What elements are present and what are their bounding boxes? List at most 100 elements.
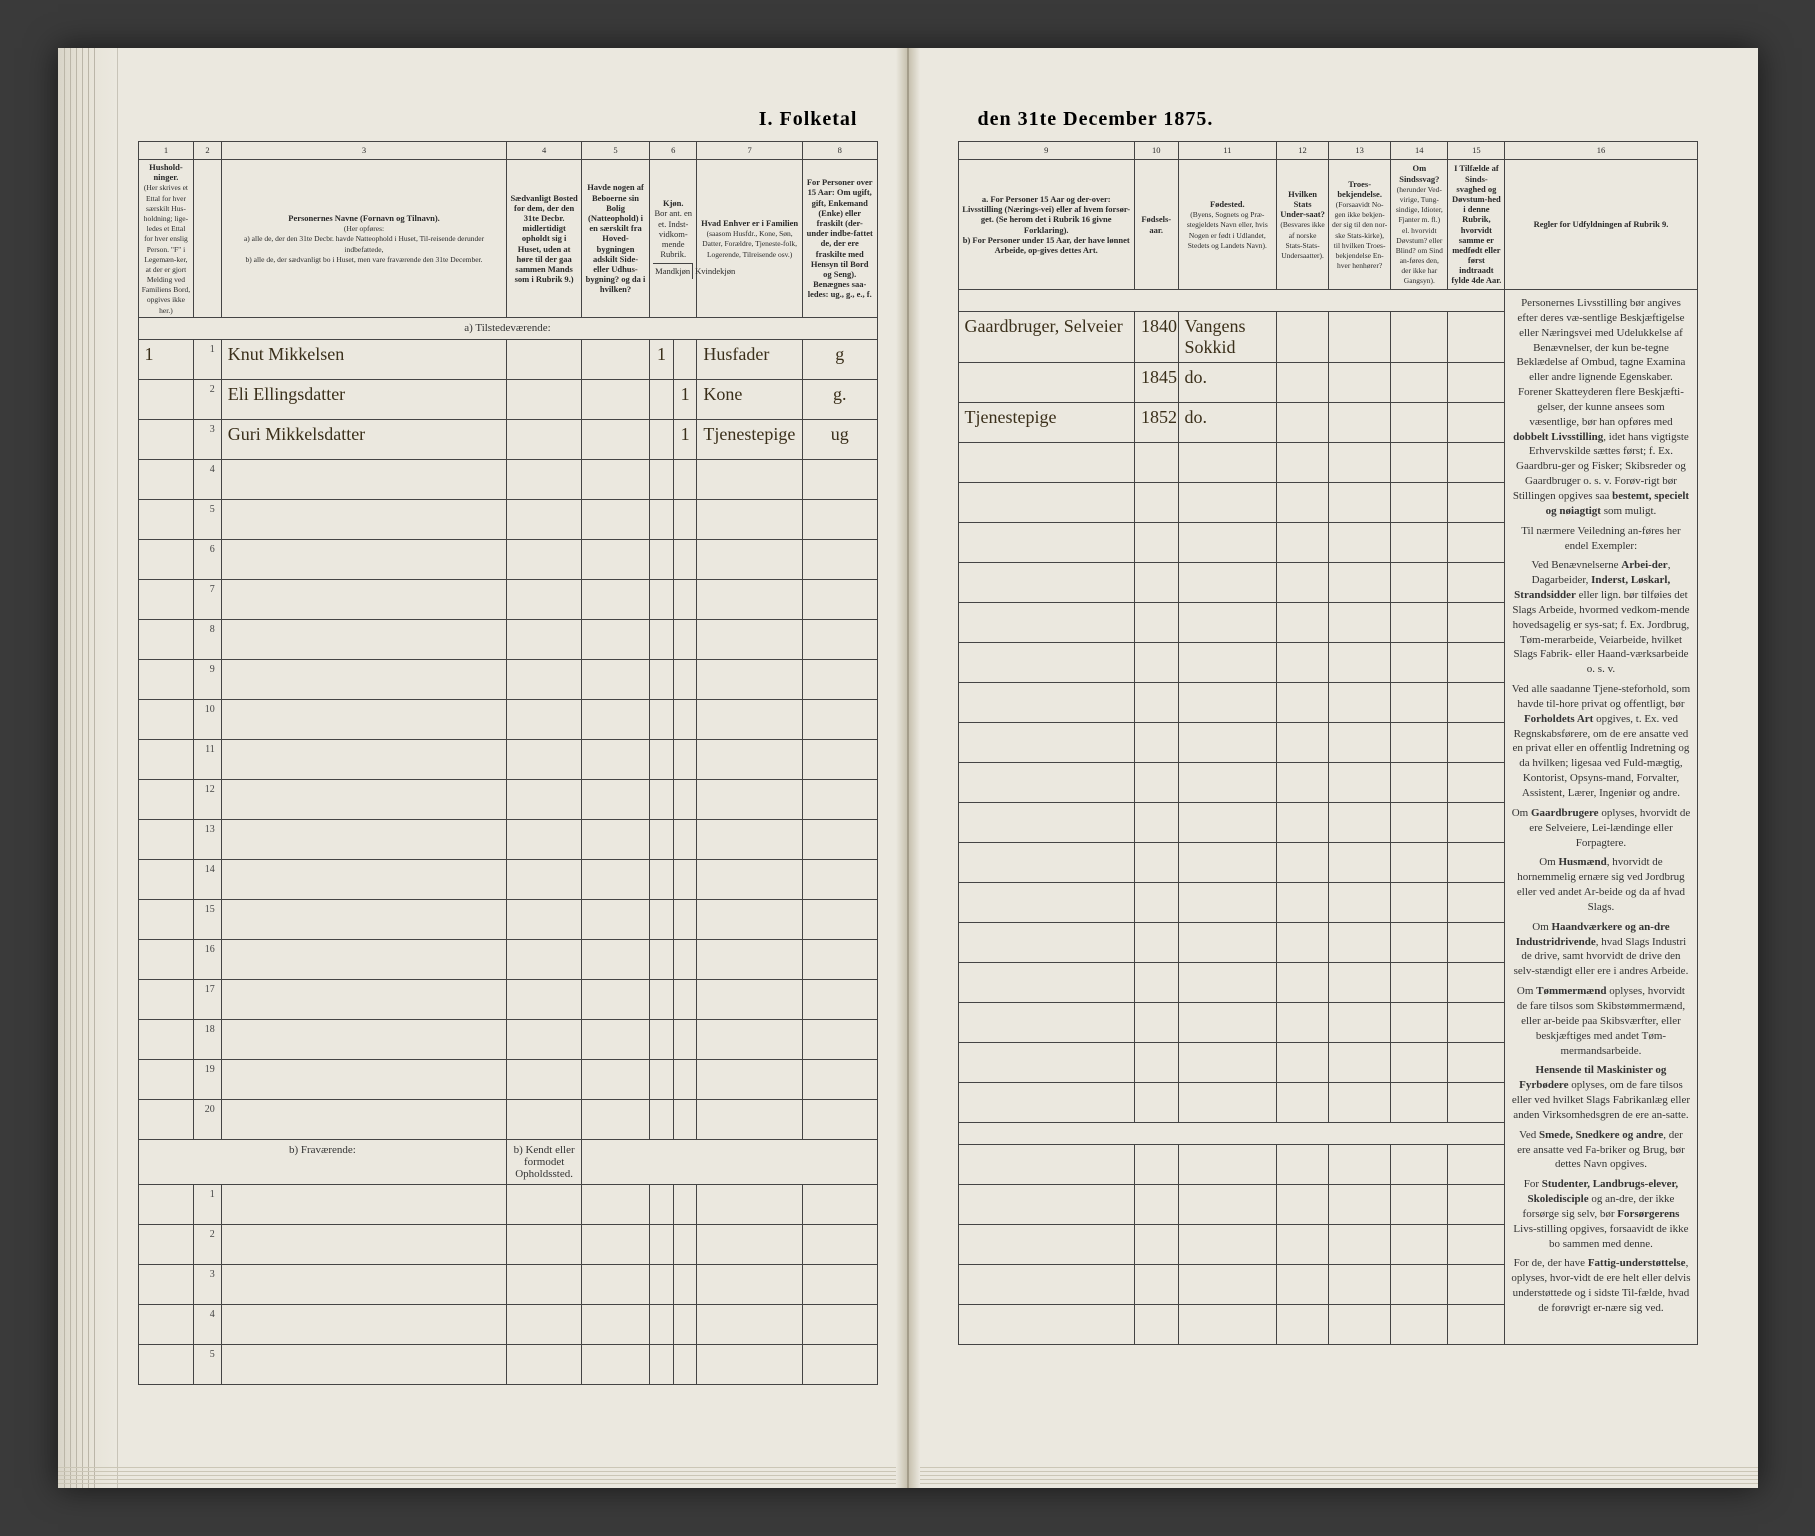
col-head-3: Personernes Navne (Fornavn og Tilnavn).(…: [221, 160, 507, 318]
row-number: 7: [194, 579, 221, 619]
row-number: 6: [194, 539, 221, 579]
table-row: 10: [138, 699, 877, 739]
col-num-3: 3: [221, 142, 507, 160]
table-row: 4: [138, 1304, 877, 1344]
sex-m: [650, 379, 674, 419]
table-row: 3Guri Mikkelsdatter1Tjenestepigeug: [138, 419, 877, 459]
col-num-6: 6: [650, 142, 697, 160]
table-row: 18: [138, 1019, 877, 1059]
row-number: 4: [194, 1304, 221, 1344]
row-number: 12: [194, 779, 221, 819]
person-name: Knut Mikkelsen: [221, 339, 507, 379]
col-num-8: 8: [802, 142, 877, 160]
col-head-7: Hvad Enhver er i Familien(saasom Husfdr.…: [697, 160, 803, 318]
col-num-12: 12: [1277, 142, 1329, 160]
row-number: 1: [194, 1184, 221, 1224]
row-number: 8: [194, 619, 221, 659]
row-number: 20: [194, 1099, 221, 1139]
table-row: 16: [138, 939, 877, 979]
table-row: 2: [138, 1224, 877, 1264]
birth-year: 1845: [1134, 363, 1178, 403]
birthplace: do.: [1178, 363, 1277, 403]
col-head-5: Havde nogen af Beboerne sin Bolig (Natte…: [581, 160, 649, 318]
table-row: 20: [138, 1099, 877, 1139]
table-row: 14: [138, 859, 877, 899]
row-number: 14: [194, 859, 221, 899]
col-head-4: Sædvanligt Bosted for dem, der den 31te …: [507, 160, 582, 318]
col-head-10: Fødsels-aar.: [1134, 160, 1178, 290]
table-row: 12: [138, 779, 877, 819]
col-num-7: 7: [697, 142, 803, 160]
row-number: 16: [194, 939, 221, 979]
table-row: 8: [138, 619, 877, 659]
col-head-8: For Personer over 15 Aar: Om ugift, gift…: [802, 160, 877, 318]
row-number: 2: [194, 379, 221, 419]
birthplace: Vangens Sokkid: [1178, 312, 1277, 363]
census-table-left: 12345678 Hushold-ninger.(Her skrives et …: [138, 141, 878, 1385]
sex-f: [673, 339, 697, 379]
birth-year: 1852: [1134, 403, 1178, 443]
right-page: den 31te December 1875. 910111213141516 …: [918, 48, 1758, 1488]
birth-year: 1840: [1134, 312, 1178, 363]
sex-f: 1: [673, 379, 697, 419]
row-number: 11: [194, 739, 221, 779]
household-num: [138, 419, 194, 459]
col-num-15: 15: [1448, 142, 1505, 160]
section-b-label: b) Fraværende:b) Kendt eller formodet Op…: [138, 1139, 877, 1184]
row-number: 1: [194, 339, 221, 379]
table-row: 3: [138, 1264, 877, 1304]
col-num-13: 13: [1329, 142, 1391, 160]
col-num-4: 4: [507, 142, 582, 160]
row-number: 10: [194, 699, 221, 739]
row-number: 4: [194, 459, 221, 499]
left-page: I. Folketal 12345678 Hushold-ninger.(Her…: [58, 48, 918, 1488]
row-number: 5: [194, 1344, 221, 1384]
family-role: Kone: [697, 379, 803, 419]
row-number: 3: [194, 419, 221, 459]
col-head-2: [194, 160, 221, 318]
row-number: 3: [194, 1264, 221, 1304]
occupation: Tjenestepige: [958, 403, 1134, 443]
census-ledger: I. Folketal 12345678 Hushold-ninger.(Her…: [58, 48, 1758, 1488]
household-num: 1: [138, 339, 194, 379]
table-row: 7: [138, 579, 877, 619]
table-row: 6: [138, 539, 877, 579]
sex-m: [650, 419, 674, 459]
table-row: 5: [138, 1344, 877, 1384]
col-num-16: 16: [1505, 142, 1697, 160]
family-role: Husfader: [697, 339, 803, 379]
family-role: Tjenestepige: [697, 419, 803, 459]
table-row: 11: [138, 739, 877, 779]
col-head-13: Troes-bekjendelse.(Forsaavidt No-gen ikk…: [1329, 160, 1391, 290]
col-num-5: 5: [581, 142, 649, 160]
occupation: Gaardbruger, Selveier: [958, 312, 1134, 363]
col-num-14: 14: [1391, 142, 1448, 160]
section-a-label-r: Personernes Livsstilling bør angives eft…: [958, 290, 1697, 312]
col-head-12: Hvilken Stats Under-saat?(Besvares ikke …: [1277, 160, 1329, 290]
col-head-11: Fødested.(Byens, Sognets og Præ-stegjeld…: [1178, 160, 1277, 290]
section-a-label: a) Tilstedeværende:: [138, 317, 877, 339]
occupation: [958, 363, 1134, 403]
row-number: 9: [194, 659, 221, 699]
table-row: 19: [138, 1059, 877, 1099]
row-number: 15: [194, 899, 221, 939]
table-row: 5: [138, 499, 877, 539]
col-num-1: 1: [138, 142, 194, 160]
col-head-1: Hushold-ninger.(Her skrives et Ettal for…: [138, 160, 194, 318]
birthplace: do.: [1178, 403, 1277, 443]
col-head-9: a. For Personer 15 Aar og der-over: Livs…: [958, 160, 1134, 290]
rules-column: Personernes Livsstilling bør angives eft…: [1505, 290, 1697, 1345]
col-num-2: 2: [194, 142, 221, 160]
census-table-right: 910111213141516 a. For Personer 15 Aar o…: [958, 141, 1698, 1345]
table-row: 1: [138, 1184, 877, 1224]
person-name: Guri Mikkelsdatter: [221, 419, 507, 459]
sex-m: 1: [650, 339, 674, 379]
col-head-15: I Tilfælde af Sinds-svaghed og Døvstum-h…: [1448, 160, 1505, 290]
book-spine: [896, 48, 920, 1488]
col-head-16: Regler for Udfyldningen af Rubrik 9.: [1505, 160, 1697, 290]
page-title-right: den 31te December 1875.: [958, 108, 1698, 131]
civil-status: g: [802, 339, 877, 379]
col-num-10: 10: [1134, 142, 1178, 160]
table-row: 17: [138, 979, 877, 1019]
col-head-14: Om Sindssvag?(herunder Ved-virige, Tung-…: [1391, 160, 1448, 290]
